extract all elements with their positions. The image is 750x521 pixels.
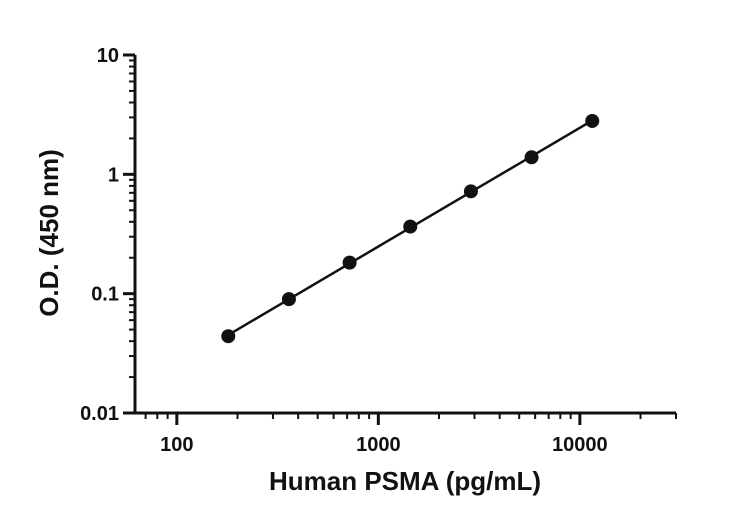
- data-point: [221, 329, 236, 344]
- tick-labels: 0.01 0.1 1 10 100 1000 10000: [80, 45, 608, 456]
- plot-area: [221, 113, 600, 344]
- y-axis-title: O.D. (450 nm): [34, 149, 64, 317]
- y-tick-label: 10: [97, 45, 119, 67]
- y-tick-label: 1: [108, 164, 119, 186]
- data-point: [585, 113, 600, 128]
- y-tick-label: 0.01: [80, 403, 119, 425]
- data-point: [281, 292, 296, 307]
- data-point: [403, 219, 418, 234]
- x-tick-label: 100: [160, 434, 193, 456]
- axes: [123, 53, 677, 425]
- x-tick-label: 10000: [552, 434, 608, 456]
- data-point: [463, 184, 478, 199]
- data-point: [524, 150, 539, 165]
- x-axis-title: Human PSMA (pg/mL): [269, 466, 541, 496]
- x-tick-label: 1000: [356, 434, 401, 456]
- data-point: [342, 255, 357, 270]
- y-tick-label: 0.1: [91, 284, 119, 306]
